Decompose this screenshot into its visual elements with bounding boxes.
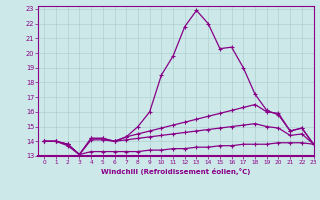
X-axis label: Windchill (Refroidissement éolien,°C): Windchill (Refroidissement éolien,°C) [101,168,251,175]
